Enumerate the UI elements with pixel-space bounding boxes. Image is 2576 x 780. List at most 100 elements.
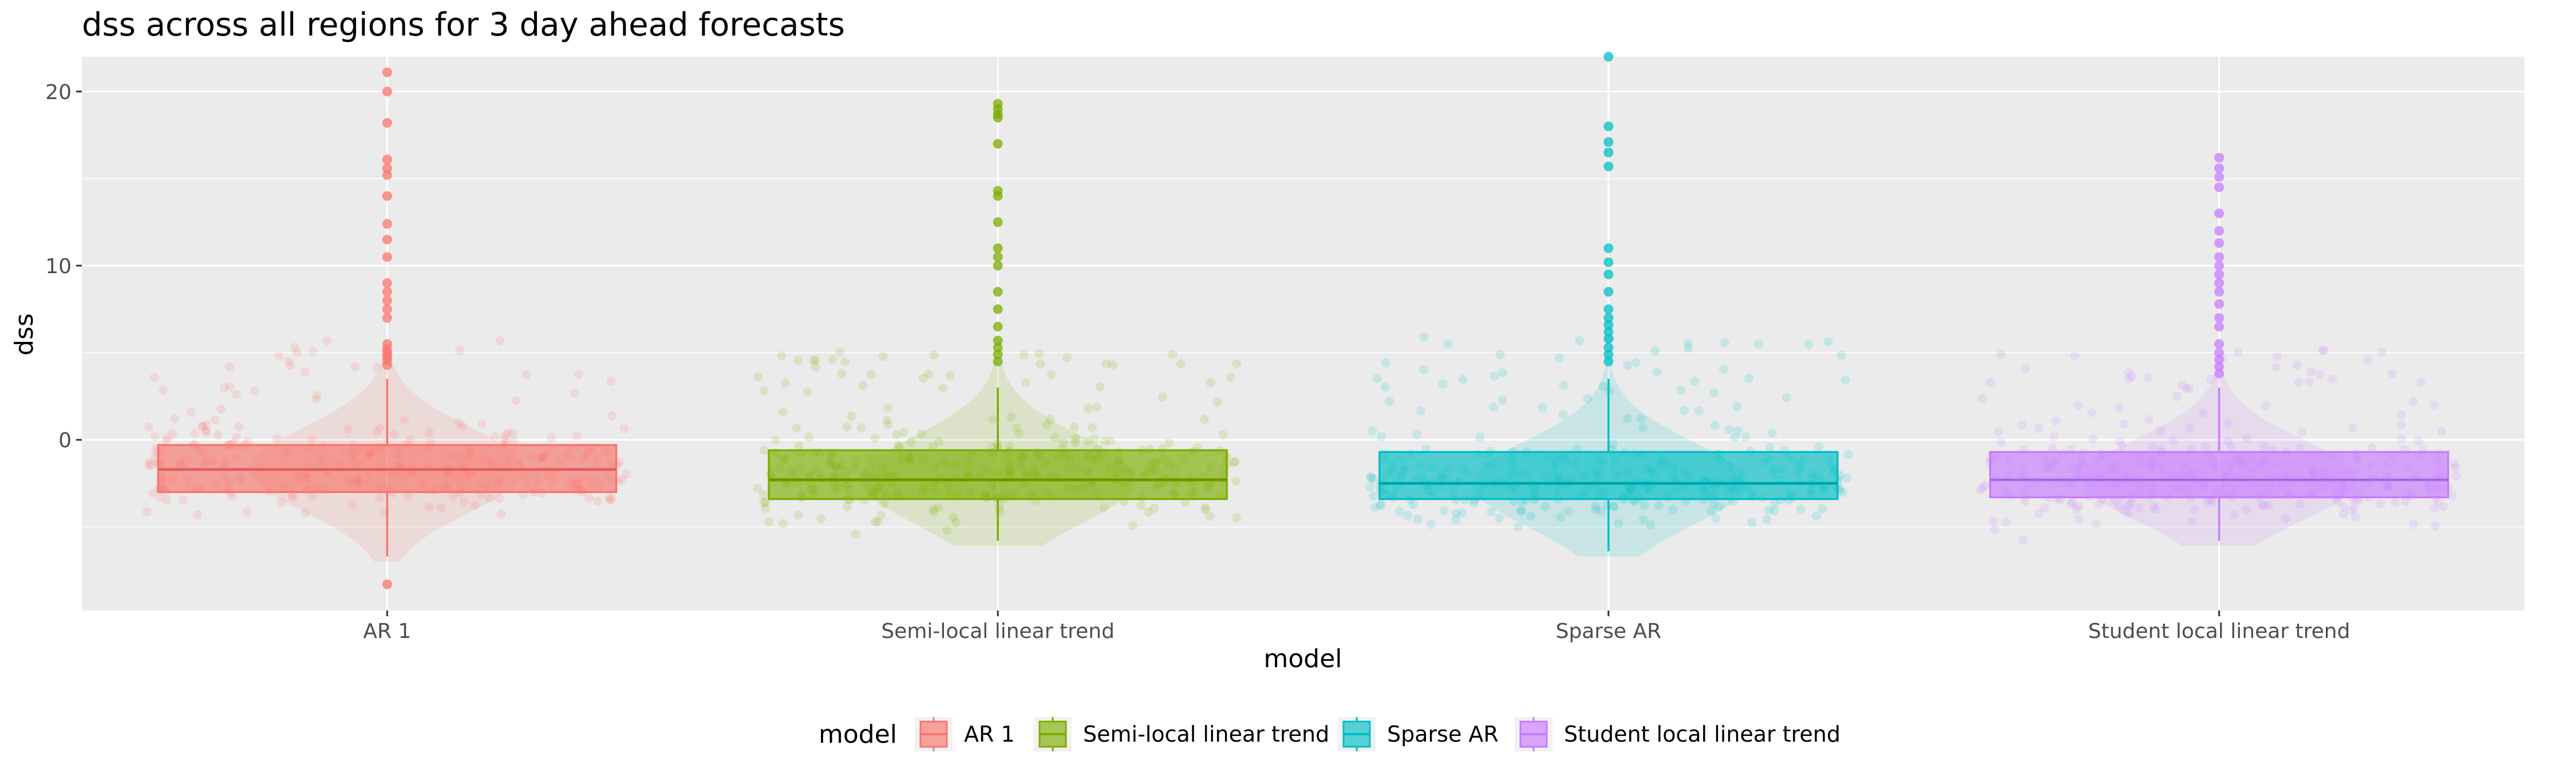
jitter-point (951, 517, 961, 527)
legend-title: model (819, 720, 897, 749)
jitter-point (2297, 427, 2306, 437)
outlier-point (2214, 152, 2225, 163)
jitter-point (1591, 505, 1601, 514)
jitter-point (2314, 369, 2324, 379)
jitter-point (1089, 434, 1099, 444)
jitter-point (1469, 499, 1479, 509)
jitter-point (284, 356, 294, 366)
jitter-point (1818, 504, 1827, 514)
jitter-point (1412, 514, 1422, 524)
jitter-point (2017, 420, 2026, 430)
outlier-point (1603, 349, 1614, 360)
jitter-point (2050, 416, 2060, 426)
jitter-point (2123, 501, 2133, 510)
outlier-point (382, 339, 392, 349)
jitter-point (389, 429, 399, 439)
jitter-point (2207, 498, 2217, 507)
jitter-point (2072, 505, 2081, 514)
jitter-point (899, 428, 909, 438)
jitter-point (1558, 409, 1568, 419)
outlier-point (2214, 278, 2225, 288)
outlier-point (382, 118, 392, 128)
x-axis-title: model (1263, 644, 1342, 673)
jitter-point (870, 433, 880, 443)
jitter-point (312, 391, 322, 400)
jitter-point (243, 436, 252, 446)
jitter-point (1709, 498, 1719, 508)
jitter-point (2040, 503, 2049, 513)
jitter-point (1380, 383, 1390, 392)
jitter-point (234, 422, 244, 432)
jitter-point (2272, 352, 2282, 361)
jitter-point (219, 383, 229, 392)
jitter-point (934, 503, 943, 513)
jitter-point (851, 529, 861, 539)
jitter-point (1680, 406, 1689, 416)
jitter-point (350, 362, 360, 372)
jitter-point (347, 501, 357, 510)
jitter-point (193, 510, 203, 520)
y-axis-title: dss (10, 313, 39, 356)
jitter-point (170, 414, 180, 424)
jitter-point (2257, 501, 2267, 510)
jitter-point (2147, 442, 2157, 451)
jitter-point (879, 499, 889, 509)
jitter-point (508, 428, 517, 438)
jitter-point (1515, 506, 1525, 516)
jitter-point (753, 372, 763, 381)
jitter-point (470, 500, 480, 510)
jitter-point (1458, 375, 1468, 384)
x-tick-label: Sparse AR (1556, 620, 1662, 643)
jitter-point (1770, 498, 1780, 508)
jitter-point (2115, 403, 2124, 412)
jitter-point (500, 435, 509, 444)
jitter-point (987, 442, 997, 451)
jitter-point (2295, 443, 2305, 453)
jitter-point (521, 370, 531, 380)
jitter-point (308, 492, 318, 502)
jitter-point (842, 422, 852, 432)
outlier-point (993, 336, 1003, 346)
jitter-point (2391, 498, 2400, 507)
outlier-point (382, 579, 392, 589)
jitter-point (1092, 403, 1102, 412)
jitter-point (311, 395, 321, 404)
y-tick-label: 20 (45, 81, 72, 104)
jitter-point (2367, 443, 2377, 453)
jitter-point (2198, 408, 2208, 418)
outlier-point (1603, 137, 1614, 147)
jitter-point (809, 356, 819, 365)
jitter-point (759, 385, 769, 395)
jitter-point (916, 429, 926, 439)
jitter-point (1381, 358, 1391, 368)
jitter-point (150, 432, 160, 442)
jitter-point (1069, 422, 1079, 432)
jitter-point (929, 507, 939, 517)
jitter-point (1631, 358, 1641, 368)
jitter-point (870, 517, 880, 527)
jitter-point (2434, 497, 2444, 507)
jitter-point (477, 419, 487, 429)
legend-label: Sparse AR (1387, 722, 1499, 747)
jitter-point (1563, 506, 1573, 516)
jitter-point (811, 356, 820, 365)
jitter-point (201, 426, 211, 436)
jitter-point (1720, 337, 1729, 347)
jitter-point (2149, 502, 2159, 511)
jitter-point (2119, 419, 2128, 428)
jitter-point (1610, 502, 1619, 511)
jitter-point (1368, 474, 1378, 484)
jitter-point (197, 421, 207, 431)
jitter-point (250, 386, 260, 396)
jitter-point (1733, 426, 1743, 436)
outlier-point (2214, 238, 2225, 248)
jitter-point (343, 424, 353, 434)
y-tick-label: 0 (58, 429, 72, 452)
box (1378, 451, 1839, 501)
jitter-point (1796, 505, 1805, 514)
legend-label: AR 1 (964, 722, 1015, 747)
jitter-point (1814, 442, 1824, 452)
jitter-point (938, 384, 948, 393)
jitter-point (882, 415, 892, 425)
